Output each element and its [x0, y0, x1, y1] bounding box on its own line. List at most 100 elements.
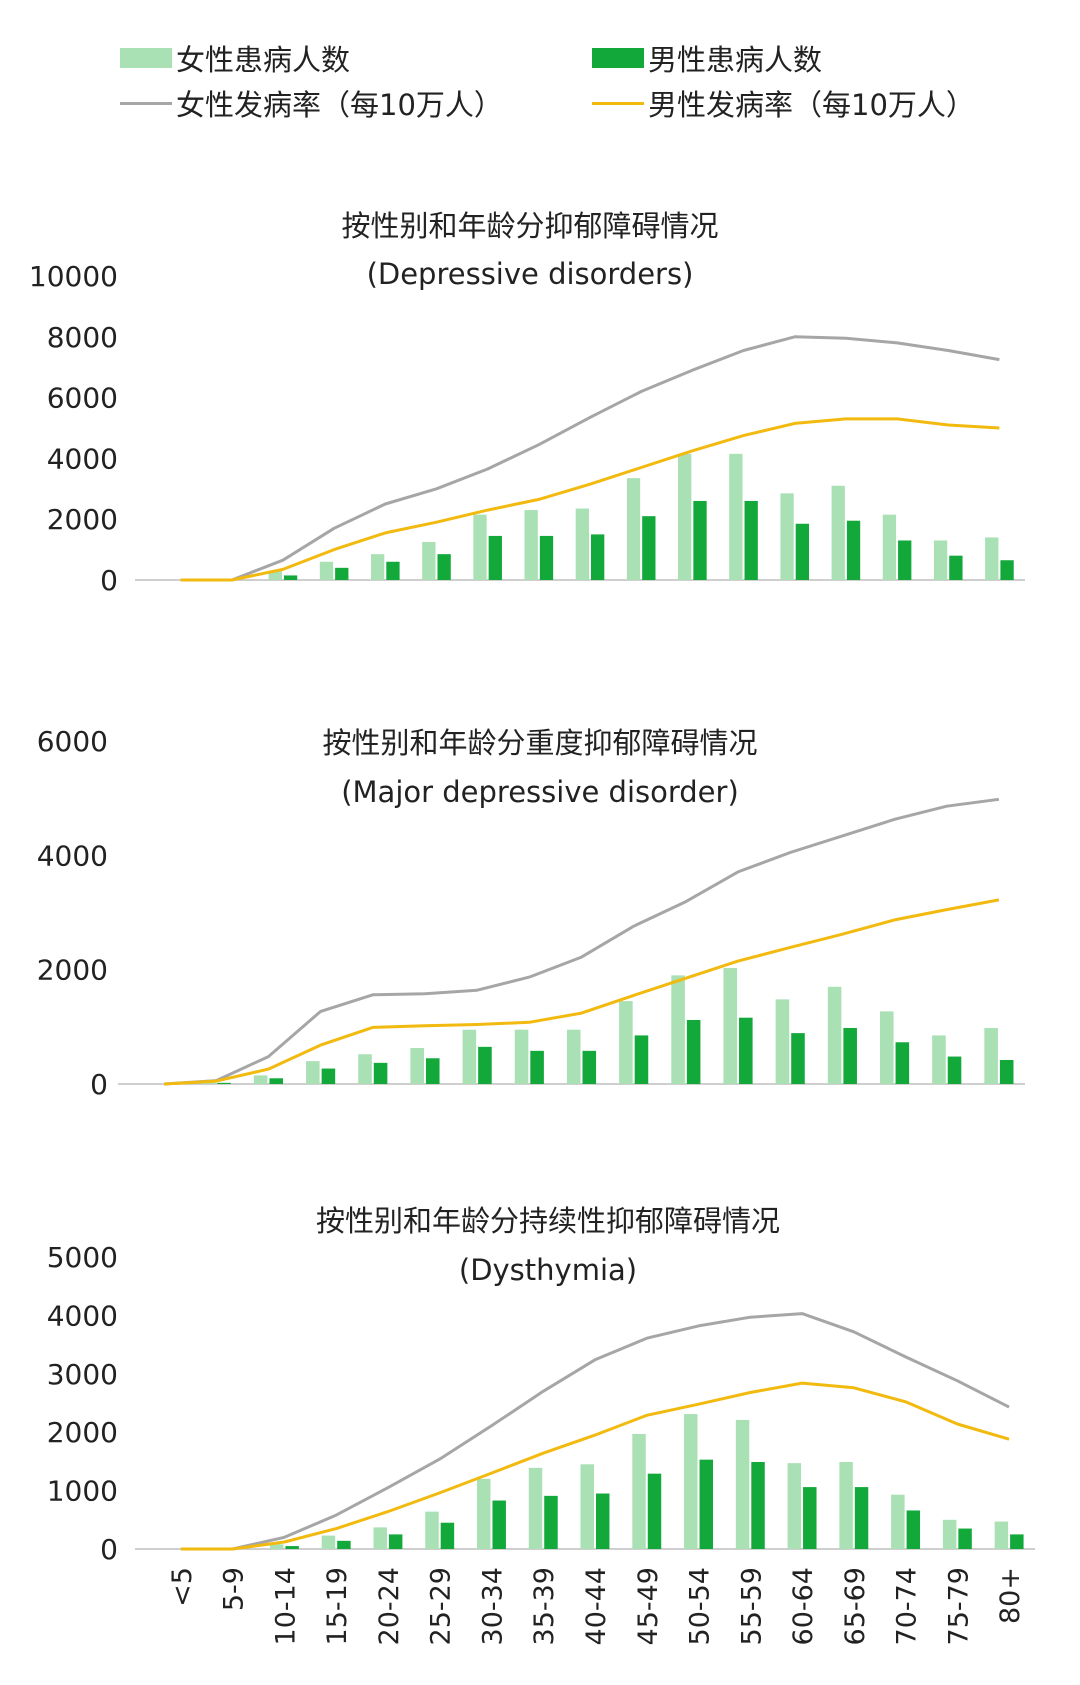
bar-male	[949, 555, 963, 580]
bar-female	[984, 1027, 998, 1084]
bar-female	[831, 485, 845, 580]
bar-male	[321, 1068, 336, 1084]
chart-subtitle: (Dysthymia)	[459, 1253, 637, 1287]
bar-female	[684, 1414, 698, 1549]
chart-subtitle: (Major depressive disorder)	[341, 775, 739, 809]
bar-male	[539, 535, 554, 580]
bar-female	[477, 1478, 491, 1549]
bar-female	[891, 1494, 905, 1549]
bar-male	[699, 1459, 713, 1549]
chart-title: 按性别和年龄分抑郁障碍情况	[341, 209, 718, 243]
bar-female	[932, 1035, 946, 1084]
y-tick-label: 2000	[47, 503, 118, 536]
y-tick-label: 2000	[37, 954, 108, 987]
legend-male-count-swatch	[592, 48, 644, 68]
bar-female	[735, 1419, 750, 1549]
y-tick-label: 4000	[47, 1299, 118, 1332]
bar-male	[283, 575, 298, 580]
bar-male	[596, 1493, 610, 1549]
x-tick-label: 55-59	[736, 1567, 767, 1645]
y-tick-label: 2000	[47, 1416, 118, 1449]
x-tick-label: 30-34	[477, 1567, 508, 1645]
y-tick-label: 1000	[47, 1475, 118, 1508]
bar-male	[337, 1540, 351, 1549]
legend-male-count-label: 男性患病人数	[648, 43, 823, 77]
bar-female	[514, 1029, 529, 1084]
line-female-rate	[180, 1312, 1010, 1551]
bar-female	[425, 1511, 439, 1549]
bar-female	[422, 542, 436, 580]
bar-female	[994, 1521, 1009, 1549]
y-tick-label: 4000	[47, 442, 118, 475]
bar-male	[947, 1056, 962, 1084]
bar-male	[846, 520, 861, 580]
bar-female	[839, 1461, 853, 1549]
bar-male	[478, 1046, 492, 1084]
bar-female	[575, 508, 589, 580]
bar-female	[268, 570, 282, 580]
y-tick-label: 3000	[47, 1358, 118, 1391]
bar-female	[626, 478, 641, 580]
x-tick-label: 40-44	[581, 1567, 612, 1645]
x-tick-label: 75-79	[943, 1567, 974, 1645]
bar-female	[723, 967, 738, 1084]
legend-male-count: 男性患病人数	[592, 37, 822, 79]
bar-male	[388, 1534, 403, 1549]
bar-male	[906, 1510, 921, 1549]
line-male-rate	[164, 898, 1000, 1086]
bar-male	[425, 1058, 440, 1084]
bar-female	[566, 1029, 581, 1084]
y-tick-label: 4000	[37, 839, 108, 872]
x-tick-label: 25-29	[426, 1567, 457, 1645]
bar-male	[1000, 560, 1014, 580]
bar-male	[634, 1035, 649, 1084]
legend-male-rate-label: 男性发病率（每10万人）	[648, 88, 975, 122]
bar-male	[895, 1042, 910, 1084]
bar-female	[827, 986, 842, 1084]
line-male-rate	[180, 417, 1000, 582]
bar-male	[791, 1033, 805, 1084]
legend-female-count-swatch	[120, 48, 172, 68]
legend-female-rate-label: 女性发病率（每10万人）	[176, 88, 503, 122]
bar-male	[285, 1546, 299, 1549]
bar-female	[319, 561, 334, 580]
bar-male	[1010, 1534, 1024, 1549]
bar-male	[440, 1522, 455, 1549]
bar-female	[358, 1054, 372, 1084]
legend-male-rate-line	[592, 101, 644, 105]
x-tick-label: 5-9	[219, 1567, 250, 1611]
bar-female	[678, 453, 692, 580]
y-tick-label: 6000	[47, 382, 118, 415]
bar-male	[582, 1050, 597, 1084]
x-tick-label: 70-74	[892, 1567, 923, 1645]
bar-male	[335, 567, 349, 580]
bar-male	[854, 1487, 869, 1549]
y-tick-label: 10000	[29, 260, 118, 293]
bar-female	[524, 510, 538, 580]
x-tick-label: 10-14	[270, 1567, 301, 1645]
bar-male	[530, 1050, 544, 1084]
y-tick-label: 5000	[47, 1241, 118, 1274]
bar-female	[775, 999, 790, 1084]
x-tick-label: 20-24	[374, 1567, 405, 1645]
y-tick-label: 8000	[47, 321, 118, 354]
legend-female-count: 女性患病人数	[120, 37, 350, 79]
bar-female	[528, 1467, 543, 1549]
bar-female	[882, 514, 897, 580]
x-tick-label: 50-54	[685, 1567, 716, 1645]
bar-female	[373, 1527, 387, 1549]
chart-title: 按性别和年龄分重度抑郁障碍情况	[322, 726, 757, 760]
legend-male-rate: 男性发病率（每10万人）	[592, 82, 975, 124]
bar-female	[632, 1433, 646, 1549]
x-tick-label: 45-49	[633, 1567, 664, 1645]
bar-female	[729, 453, 743, 580]
bar-female	[253, 1075, 268, 1084]
bar-male	[898, 540, 912, 580]
line-male-rate	[180, 1381, 1010, 1551]
bar-male	[958, 1528, 972, 1549]
y-tick-label: 0	[100, 1533, 118, 1566]
bar-male	[803, 1487, 817, 1549]
x-tick-label: 80+	[995, 1567, 1026, 1624]
bar-male	[437, 554, 451, 580]
bar-female	[787, 1463, 802, 1549]
